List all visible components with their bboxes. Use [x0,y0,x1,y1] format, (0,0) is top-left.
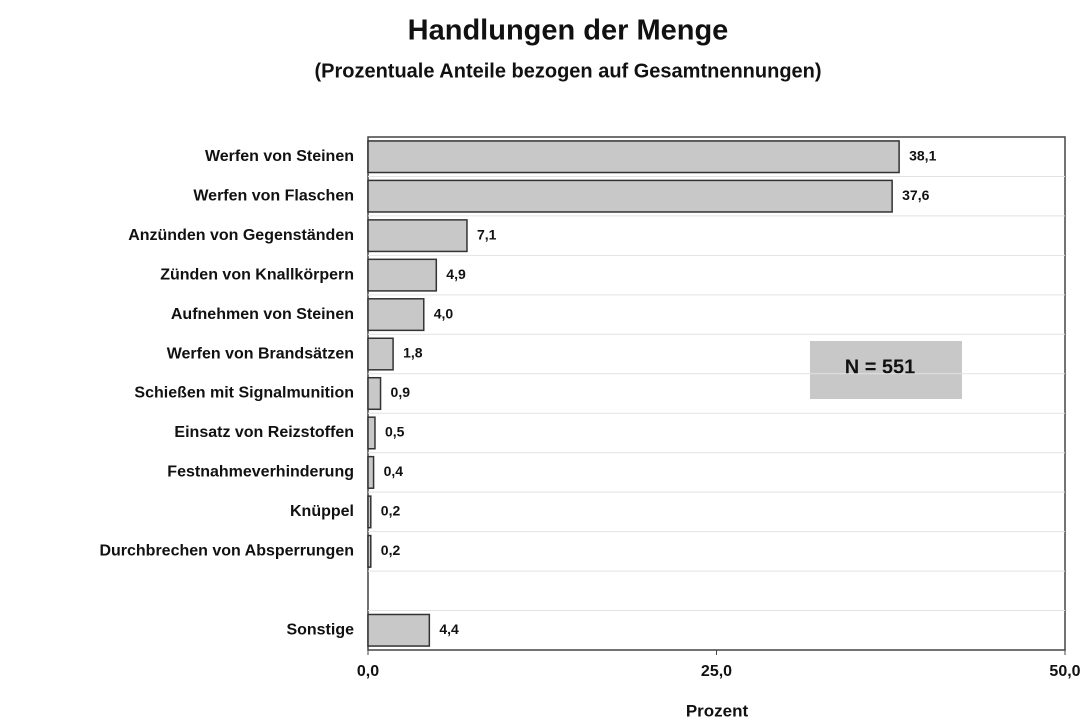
bar [367,495,372,529]
x-tick-label: 25,0 [701,663,732,680]
y-tick-label: Einsatz von Reizstoffen [174,424,354,441]
bar [367,534,372,568]
data-label: 4,4 [439,621,459,637]
y-tick-label: Werfen von Brandsätzen [167,345,354,362]
chart-title: Handlungen der Menge [408,15,729,47]
data-label: 0,5 [385,424,405,440]
data-label: 0,4 [384,463,404,479]
data-label: 7,1 [477,226,497,242]
x-tick-label: 0,0 [357,663,379,680]
data-label: 4,9 [446,266,466,282]
y-tick-label: Sonstige [286,621,354,638]
bar [367,613,431,647]
bar [367,455,375,489]
data-label: 0,2 [381,542,401,558]
chart-subtitle: (Prozentuale Anteile bezogen auf Gesamtn… [314,60,821,82]
bar [367,140,900,174]
y-tick-label: Durchbrechen von Absperrungen [99,543,354,560]
bar [367,219,468,253]
bar [367,416,376,450]
y-tick-label: Anzünden von Gegenständen [128,227,354,244]
y-tick-label: Zünden von Knallkörpern [160,266,354,283]
bar [367,298,425,332]
y-tick-label: Werfen von Flaschen [193,187,354,204]
data-label: 0,9 [391,384,411,400]
y-tick-label: Knüppel [290,503,354,520]
annotation-box [810,341,962,399]
data-label: 4,0 [434,305,454,321]
data-label: 38,1 [909,147,936,163]
y-tick-label: Festnahmeverhinderung [167,464,354,481]
y-tick-label: Aufnehmen von Steinen [171,306,354,323]
x-axis-label: Prozent [686,701,749,720]
y-tick-label: Schießen mit Signalmunition [134,385,354,402]
bar [367,179,893,213]
data-label: 1,8 [403,345,423,361]
y-tick-label: Werfen von Steinen [205,148,354,165]
annotation: N = 551 [845,356,916,378]
data-label: 37,6 [902,187,929,203]
bar [367,376,382,411]
bar [367,337,394,371]
x-tick-label: 50,0 [1049,663,1080,680]
data-label: 0,2 [381,503,401,519]
bar [367,258,438,292]
